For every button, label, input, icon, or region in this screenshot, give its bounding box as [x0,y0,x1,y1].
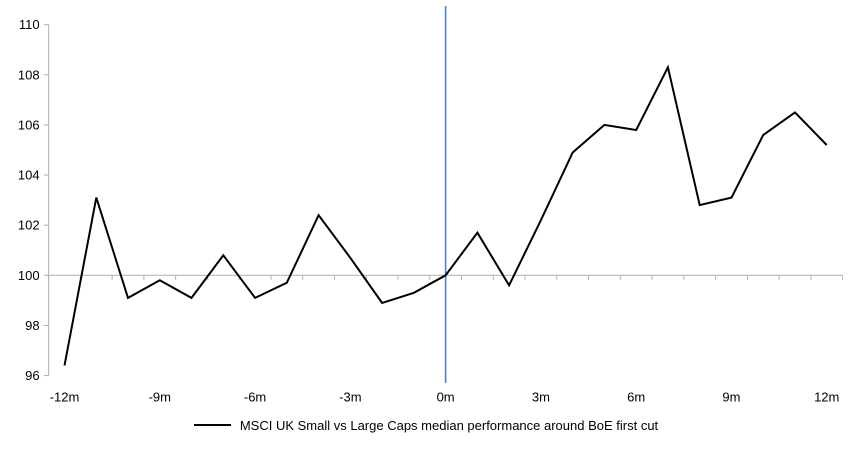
y-axis-tick-label: 96 [25,368,39,383]
x-axis-tick-label: -9m [149,390,171,405]
y-axis-tick-label: 100 [18,268,40,283]
y-axis-tick-label: 102 [18,218,40,233]
y-axis-tick-label: 98 [25,318,39,333]
x-axis-tick-label: -3m [339,390,361,405]
series-line [63,64,828,366]
x-axis-tick-label: -6m [244,390,266,405]
legend-line-swatch [193,424,231,426]
legend-series-label: MSCI UK Small vs Large Caps median perfo… [239,417,659,433]
x-axis-tick-label: 6m [627,390,645,405]
y-axis-tick-label: 110 [19,17,40,32]
y-axis-tick-label: 108 [18,67,40,82]
x-axis-tick-label: 9m [722,390,740,405]
y-axis-tick-label: 104 [18,168,40,183]
x-axis-tick-label: 12m [814,390,839,405]
x-axis-tick-label: 0m [437,390,455,405]
legend: MSCI UK Small vs Large Caps median perfo… [0,416,852,434]
x-axis-tick-label: -12m [50,390,80,405]
y-axis-tick-label: 106 [18,117,40,132]
x-axis-tick-label: 3m [532,390,550,405]
